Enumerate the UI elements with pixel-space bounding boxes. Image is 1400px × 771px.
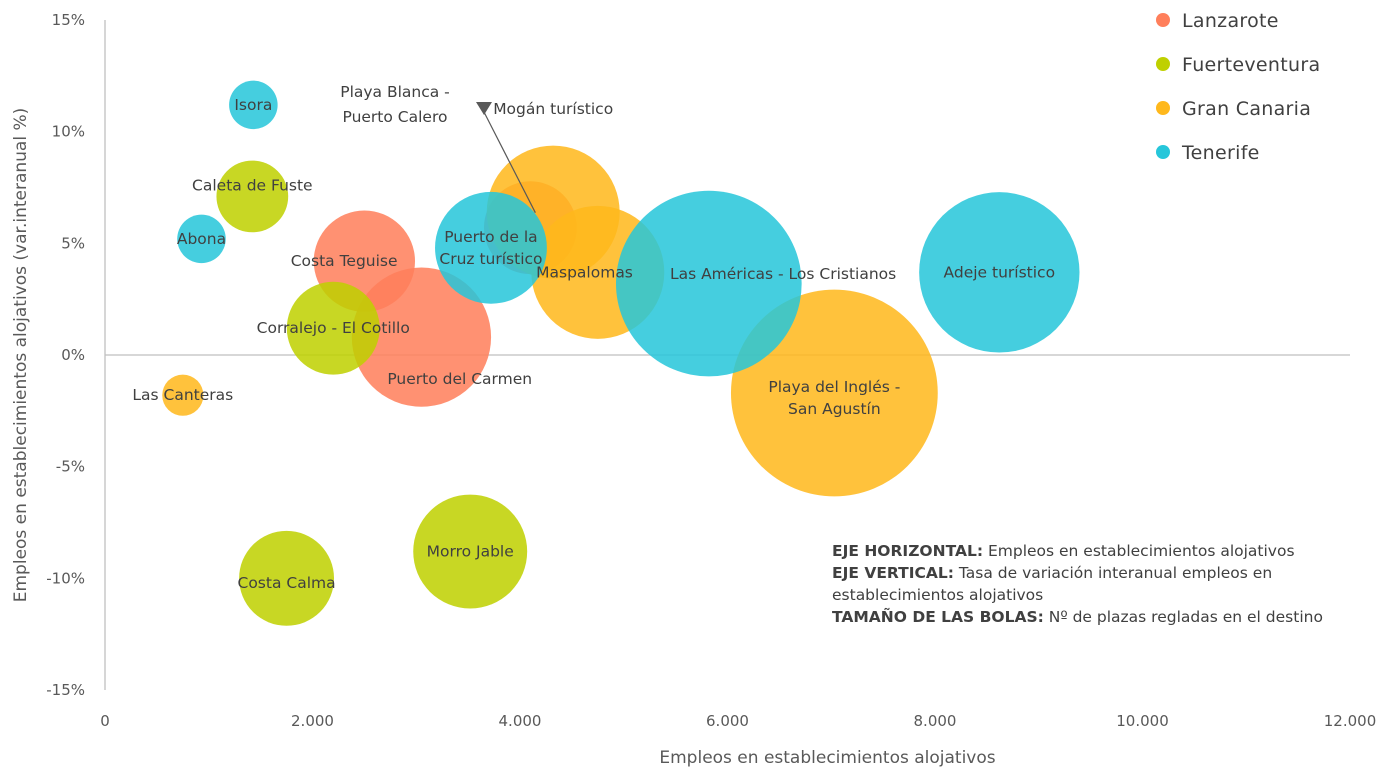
bubble <box>216 160 289 233</box>
x-tick-label: 4.000 <box>499 712 542 730</box>
x-tick-label: 12.000 <box>1324 712 1377 730</box>
bubble-label: Puerto del Carmen <box>387 370 532 388</box>
bubble <box>239 530 335 626</box>
bubble <box>919 192 1080 353</box>
legend-marker <box>1156 57 1170 71</box>
legend-marker <box>1156 13 1170 27</box>
x-tick-label: 2.000 <box>291 712 334 730</box>
legend-label: Gran Canaria <box>1182 98 1311 120</box>
bubble <box>413 494 528 609</box>
bubble <box>351 267 492 407</box>
legend-label: Lanzarote <box>1182 10 1279 32</box>
bubble <box>177 214 226 264</box>
x-tick-label: 0 <box>100 712 110 730</box>
bubble-label: Morro Jable <box>427 543 514 561</box>
bubble-label: Playa del Inglés -San Agustín <box>768 378 900 418</box>
bubble-label: Corralejo - El Cotillo <box>257 319 410 337</box>
y-tick-label: 0% <box>61 346 85 364</box>
y-axis-title: Empleos en establecimientos alojativos (… <box>11 108 31 603</box>
bubble <box>162 374 204 416</box>
legend-label: Fuerteventura <box>1182 54 1320 76</box>
note-vertical: EJE VERTICAL: Tasa de variación interanu… <box>832 564 1273 604</box>
bubble-label: Abona <box>177 230 226 248</box>
bubble <box>286 281 380 375</box>
legend-marker <box>1156 145 1170 159</box>
bubble-label: Las Canteras <box>132 386 233 404</box>
y-tick-label: 10% <box>52 123 85 141</box>
y-tick-label: 5% <box>61 234 85 252</box>
bubble-label: Caleta de Fuste <box>192 177 313 195</box>
bubble-label: Costa Calma <box>238 574 336 592</box>
bubble-label: Las Américas - Los Cristianos <box>670 265 896 283</box>
bubble <box>435 191 547 304</box>
x-axis-title: Empleos en establecimientos alojativos <box>659 748 995 768</box>
annotation-label: Playa Blanca -Puerto Calero <box>340 83 450 126</box>
legend: Lanzarote Fuerteventura Gran Canaria Teneri… <box>1156 10 1320 164</box>
annotation-arrow-line <box>483 111 536 213</box>
bubble-label: Isora <box>234 96 272 114</box>
y-tick-label: -5% <box>56 458 85 476</box>
axes: 15% 10% 5% 0% -5% -10% -15% 0 2.000 4.000 6.000 8.0… <box>11 11 1376 768</box>
bubble <box>730 289 938 497</box>
x-tick-label: 6.000 <box>706 712 749 730</box>
y-tick-label: -15% <box>46 681 85 699</box>
legend-marker <box>1156 101 1170 115</box>
bubble <box>229 80 278 130</box>
bubble-label: Puerto de la Cruz turístico <box>439 228 542 268</box>
note-horizontal: EJE HORIZONTAL: Empleos en establecimien… <box>832 542 1295 560</box>
bubbles <box>162 80 1080 626</box>
x-tick-label: 10.000 <box>1116 712 1169 730</box>
x-tick-label: 8.000 <box>914 712 957 730</box>
bubble-labels: Costa Teguise Puerto del Carmen Caleta de … <box>132 96 1055 592</box>
y-tick-label: 15% <box>52 11 85 29</box>
y-tick-label: -10% <box>46 569 85 587</box>
annotation-arrowhead <box>476 102 492 115</box>
note-size: TAMAÑO DE LAS BOLAS: Nº de plazas reglad… <box>832 608 1323 626</box>
bubble-label: Maspalomas <box>536 263 633 281</box>
bubble <box>615 190 802 377</box>
axis-notes: EJE HORIZONTAL: Empleos en establecimien… <box>832 540 1392 628</box>
bubble-label: Costa Teguise <box>291 252 398 270</box>
bubble-label: Adeje turístico <box>944 263 1056 281</box>
legend-label: Tenerife <box>1181 142 1260 164</box>
bubble-label: Mogán turístico <box>493 100 613 118</box>
annotations: Playa Blanca -Puerto Calero <box>340 83 536 213</box>
